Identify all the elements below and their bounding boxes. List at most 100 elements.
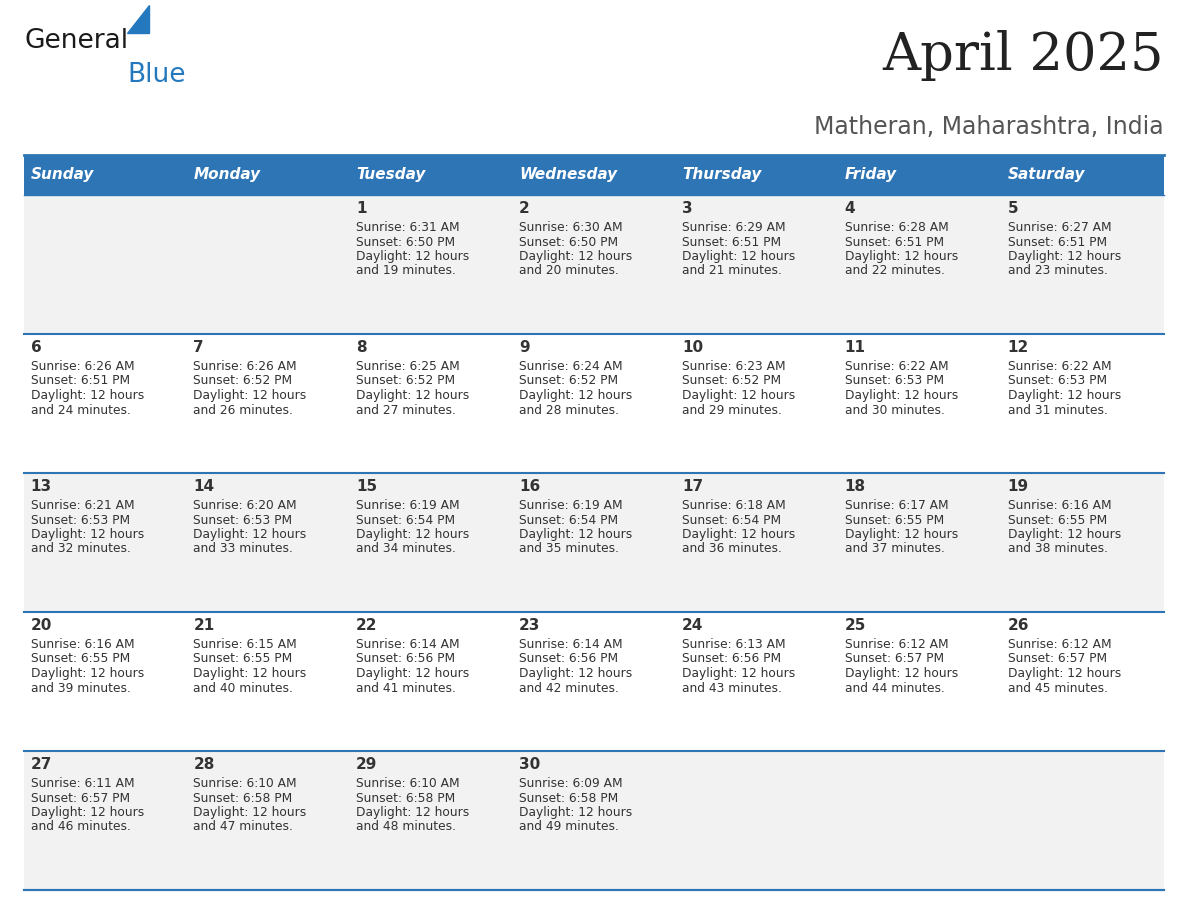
- Text: 13: 13: [31, 479, 51, 494]
- Text: Sunrise: 6:11 AM: Sunrise: 6:11 AM: [31, 777, 134, 790]
- Text: Sunset: 6:52 PM: Sunset: 6:52 PM: [356, 375, 455, 387]
- Text: Sunrise: 6:26 AM: Sunrise: 6:26 AM: [194, 360, 297, 373]
- Text: Sunrise: 6:19 AM: Sunrise: 6:19 AM: [356, 499, 460, 512]
- Text: and 42 minutes.: and 42 minutes.: [519, 681, 619, 695]
- Bar: [839, 195, 1001, 334]
- Text: and 48 minutes.: and 48 minutes.: [356, 821, 456, 834]
- Text: Sunset: 6:51 PM: Sunset: 6:51 PM: [1007, 236, 1107, 249]
- Text: Sunset: 6:51 PM: Sunset: 6:51 PM: [682, 236, 781, 249]
- Bar: [676, 195, 839, 334]
- Text: Saturday: Saturday: [1007, 167, 1085, 183]
- Text: Daylight: 12 hours: Daylight: 12 hours: [356, 250, 469, 263]
- Text: Sunset: 6:54 PM: Sunset: 6:54 PM: [682, 513, 781, 527]
- Text: Friday: Friday: [845, 167, 897, 183]
- Text: and 38 minutes.: and 38 minutes.: [1007, 543, 1107, 555]
- Text: Daylight: 12 hours: Daylight: 12 hours: [194, 389, 307, 402]
- Bar: [1001, 612, 1164, 751]
- Text: Sunset: 6:58 PM: Sunset: 6:58 PM: [356, 791, 455, 804]
- Text: Sunrise: 6:30 AM: Sunrise: 6:30 AM: [519, 221, 623, 234]
- Text: April 2025: April 2025: [883, 30, 1164, 81]
- Bar: [349, 195, 512, 334]
- Text: Daylight: 12 hours: Daylight: 12 hours: [519, 389, 632, 402]
- Text: Sunrise: 6:10 AM: Sunrise: 6:10 AM: [356, 777, 460, 790]
- Text: Sunrise: 6:22 AM: Sunrise: 6:22 AM: [845, 360, 948, 373]
- Text: Sunrise: 6:16 AM: Sunrise: 6:16 AM: [1007, 499, 1111, 512]
- Bar: [1001, 751, 1164, 890]
- Text: Sunrise: 6:17 AM: Sunrise: 6:17 AM: [845, 499, 948, 512]
- Bar: [676, 473, 839, 612]
- Text: Daylight: 12 hours: Daylight: 12 hours: [682, 667, 795, 680]
- Text: Sunrise: 6:23 AM: Sunrise: 6:23 AM: [682, 360, 785, 373]
- Text: Sunset: 6:55 PM: Sunset: 6:55 PM: [845, 513, 944, 527]
- Text: Sunset: 6:51 PM: Sunset: 6:51 PM: [845, 236, 944, 249]
- Text: 16: 16: [519, 479, 541, 494]
- Text: Daylight: 12 hours: Daylight: 12 hours: [194, 667, 307, 680]
- Text: Daylight: 12 hours: Daylight: 12 hours: [194, 528, 307, 541]
- Bar: [1001, 155, 1164, 195]
- Text: Daylight: 12 hours: Daylight: 12 hours: [1007, 667, 1121, 680]
- Text: Daylight: 12 hours: Daylight: 12 hours: [194, 806, 307, 819]
- Text: Sunset: 6:53 PM: Sunset: 6:53 PM: [1007, 375, 1107, 387]
- Text: Daylight: 12 hours: Daylight: 12 hours: [356, 667, 469, 680]
- Text: Sunset: 6:55 PM: Sunset: 6:55 PM: [1007, 513, 1107, 527]
- Text: Sunrise: 6:12 AM: Sunrise: 6:12 AM: [1007, 638, 1111, 651]
- Bar: [512, 612, 676, 751]
- Text: 5: 5: [1007, 201, 1018, 216]
- Text: and 31 minutes.: and 31 minutes.: [1007, 404, 1107, 417]
- Text: 15: 15: [356, 479, 378, 494]
- Bar: [512, 751, 676, 890]
- Text: and 21 minutes.: and 21 minutes.: [682, 264, 782, 277]
- Bar: [349, 155, 512, 195]
- Text: 7: 7: [194, 340, 204, 355]
- Bar: [512, 473, 676, 612]
- Text: Sunset: 6:55 PM: Sunset: 6:55 PM: [194, 653, 292, 666]
- Text: Daylight: 12 hours: Daylight: 12 hours: [356, 806, 469, 819]
- Text: Daylight: 12 hours: Daylight: 12 hours: [845, 667, 958, 680]
- Text: Matheran, Maharashtra, India: Matheran, Maharashtra, India: [815, 115, 1164, 139]
- Text: Sunset: 6:57 PM: Sunset: 6:57 PM: [31, 791, 129, 804]
- Text: Sunrise: 6:31 AM: Sunrise: 6:31 AM: [356, 221, 460, 234]
- Text: 2: 2: [519, 201, 530, 216]
- Text: Sunrise: 6:19 AM: Sunrise: 6:19 AM: [519, 499, 623, 512]
- Text: 18: 18: [845, 479, 866, 494]
- Text: 25: 25: [845, 618, 866, 633]
- Text: Sunrise: 6:26 AM: Sunrise: 6:26 AM: [31, 360, 134, 373]
- Text: 17: 17: [682, 479, 703, 494]
- Text: Sunrise: 6:16 AM: Sunrise: 6:16 AM: [31, 638, 134, 651]
- Bar: [839, 473, 1001, 612]
- Text: Daylight: 12 hours: Daylight: 12 hours: [356, 389, 469, 402]
- Text: Thursday: Thursday: [682, 167, 762, 183]
- Text: Sunrise: 6:10 AM: Sunrise: 6:10 AM: [194, 777, 297, 790]
- Bar: [676, 751, 839, 890]
- Text: Sunrise: 6:22 AM: Sunrise: 6:22 AM: [1007, 360, 1111, 373]
- Text: and 27 minutes.: and 27 minutes.: [356, 404, 456, 417]
- Text: 14: 14: [194, 479, 215, 494]
- Text: Daylight: 12 hours: Daylight: 12 hours: [31, 528, 144, 541]
- Text: Daylight: 12 hours: Daylight: 12 hours: [845, 250, 958, 263]
- Bar: [676, 612, 839, 751]
- Bar: [349, 473, 512, 612]
- Text: 21: 21: [194, 618, 215, 633]
- Text: and 39 minutes.: and 39 minutes.: [31, 681, 131, 695]
- Text: Daylight: 12 hours: Daylight: 12 hours: [682, 250, 795, 263]
- Text: and 30 minutes.: and 30 minutes.: [845, 404, 944, 417]
- Text: 30: 30: [519, 757, 541, 772]
- Bar: [512, 155, 676, 195]
- Text: and 22 minutes.: and 22 minutes.: [845, 264, 944, 277]
- Text: Sunset: 6:55 PM: Sunset: 6:55 PM: [31, 653, 129, 666]
- Text: Sunset: 6:50 PM: Sunset: 6:50 PM: [519, 236, 618, 249]
- Text: Monday: Monday: [194, 167, 260, 183]
- Bar: [187, 612, 349, 751]
- Bar: [839, 612, 1001, 751]
- Bar: [24, 155, 187, 195]
- Text: Sunset: 6:52 PM: Sunset: 6:52 PM: [682, 375, 781, 387]
- Text: 22: 22: [356, 618, 378, 633]
- Text: and 37 minutes.: and 37 minutes.: [845, 543, 944, 555]
- Text: and 40 minutes.: and 40 minutes.: [194, 681, 293, 695]
- Text: Sunrise: 6:28 AM: Sunrise: 6:28 AM: [845, 221, 948, 234]
- Text: Sunset: 6:57 PM: Sunset: 6:57 PM: [1007, 653, 1107, 666]
- Bar: [1001, 334, 1164, 473]
- Bar: [1001, 195, 1164, 334]
- Bar: [512, 195, 676, 334]
- Text: Daylight: 12 hours: Daylight: 12 hours: [519, 667, 632, 680]
